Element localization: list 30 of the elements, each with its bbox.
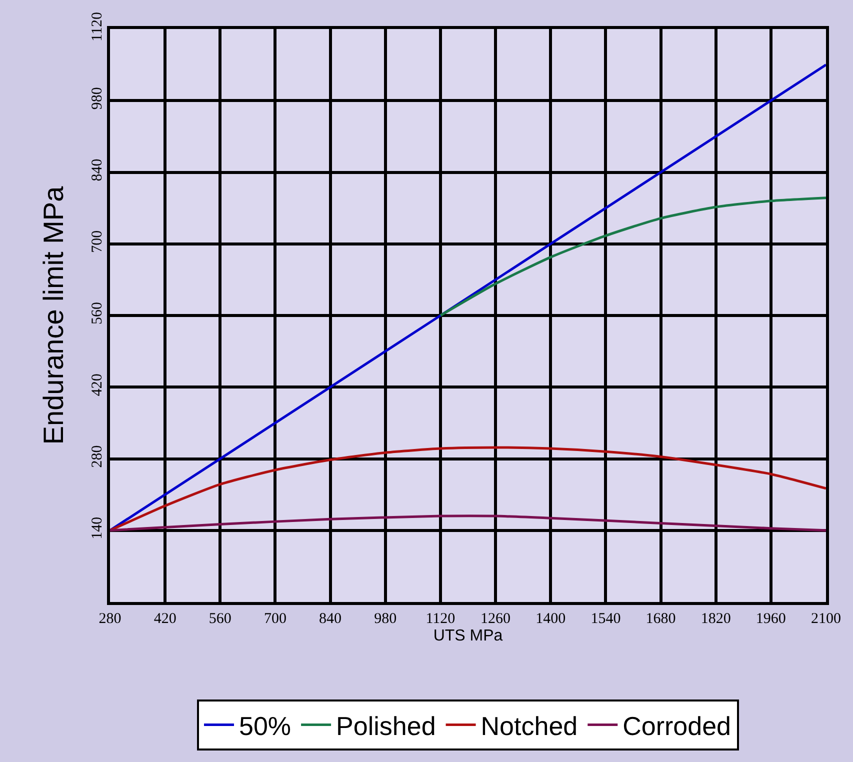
y-tick-label: 140 [89, 516, 106, 540]
x-tick-label: 1540 [590, 610, 621, 627]
legend-label: 50% [239, 710, 292, 741]
legend-label: Polished [336, 710, 436, 741]
y-tick-label: 980 [89, 87, 106, 110]
x-tick-label: 1120 [426, 610, 456, 627]
y-tick-label: 840 [89, 158, 106, 182]
y-tick-label: 420 [89, 374, 106, 396]
x-tick-label: 1260 [480, 610, 511, 627]
y-tick-label: 1120 [89, 12, 106, 42]
line-series [439, 196, 826, 317]
y-tick-label: 700 [89, 230, 106, 253]
x-axis-title: UTS MPa [433, 627, 503, 644]
x-tick-label: 2100 [811, 610, 841, 627]
x-tick-label: 1680 [646, 610, 676, 627]
legend-label: Notched [480, 710, 578, 741]
x-tick-label: 1820 [700, 610, 731, 627]
x-tick-label: 420 [154, 610, 176, 627]
x-tick-label: 1400 [536, 610, 566, 627]
y-tick-label: 560 [89, 302, 106, 324]
x-tick-label: 980 [374, 610, 397, 627]
line-series [110, 514, 826, 532]
y-axis-title: Endurance limit MPa [38, 186, 69, 445]
x-tick-label: 840 [319, 610, 342, 627]
x-tick-label: 560 [208, 610, 232, 627]
x-tick-label: 1960 [756, 610, 786, 627]
x-tick-label: 700 [264, 610, 286, 627]
legend-label: Corroded [622, 710, 732, 741]
line-series [110, 446, 826, 532]
y-tick-label: 280 [89, 445, 106, 468]
